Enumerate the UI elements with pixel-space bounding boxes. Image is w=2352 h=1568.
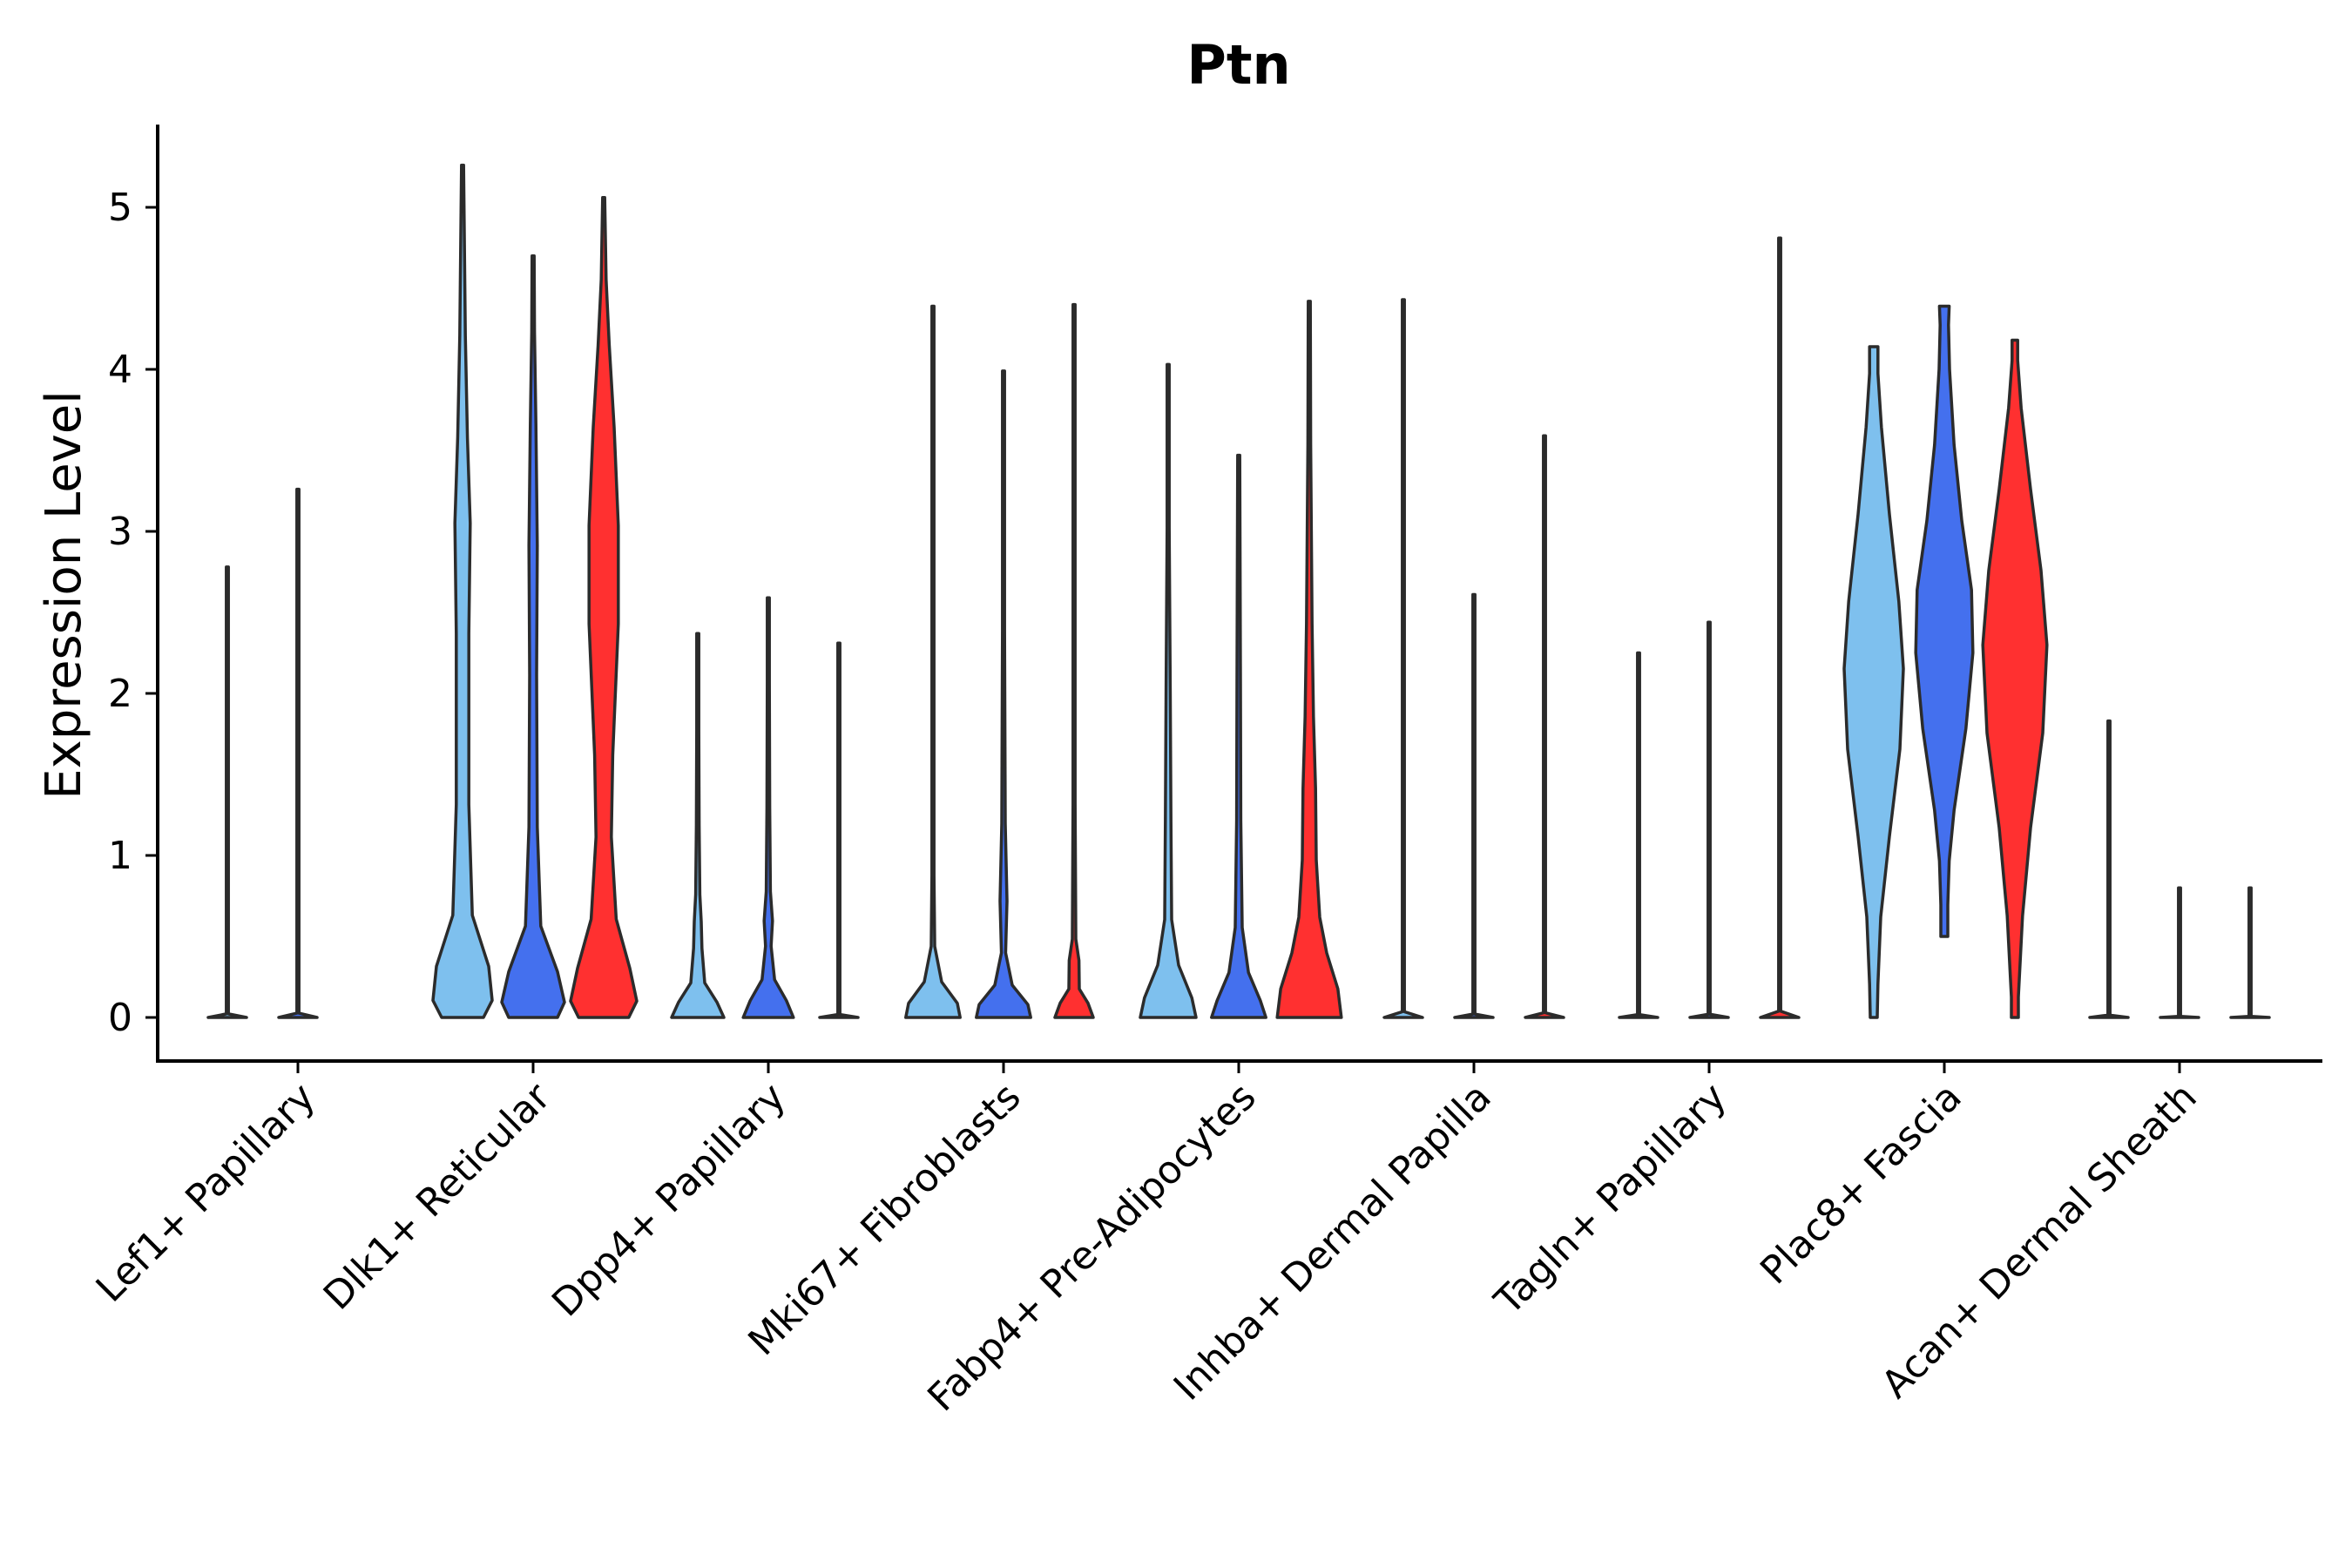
violin-dlk1-reticular-group-1 [431,163,494,1019]
y-tick-label: 3 [108,510,132,554]
x-tick-label: Tagln+ Papillary [1486,1075,1735,1324]
x-tick-label: Dpp4+ Papillary [544,1075,794,1326]
violin-inhba-dermal-papilla-group-2 [1453,592,1495,1019]
violin-fabp4-pre-adipocytes-group-3 [1275,300,1343,1019]
y-tick-label: 5 [108,186,132,230]
violin-plac8-fascia-group-3 [1981,338,2049,1019]
violin-dpp4-papillary-group-2 [741,596,795,1019]
chart-title: Ptn [1186,33,1290,97]
violin-inhba-dermal-papilla-group-1 [1382,298,1424,1019]
violin-plac8-fascia-group-2 [1914,304,1975,938]
violin-acan-dermal-sheath-group-3 [2229,886,2271,1019]
y-tick-label: 0 [108,996,132,1040]
y-ticks: 0 1 2 3 4 5 [108,186,158,1040]
violin-dlk1-reticular-group-3 [569,196,639,1019]
violin-dpp4-papillary-group-1 [670,632,726,1019]
y-axis-label: Expression Level [36,390,92,800]
violin-acan-dermal-sheath-group-1 [2088,719,2130,1019]
violin-plac8-fascia-group-1 [1842,345,1905,1019]
violin-mki67-fibroblasts-group-2 [975,369,1032,1019]
violin-lef1-papillary-group-2 [277,487,319,1019]
x-tick-label: Lef1+ Papillary [88,1075,324,1311]
violin-layer [206,163,2271,1019]
violin-fabp4-pre-adipocytes-group-2 [1210,453,1267,1019]
violin-tagln-papillary-group-2 [1688,620,1730,1019]
violin-lef1-papillary-group-1 [206,565,248,1019]
violin-tagln-papillary-group-3 [1759,236,1801,1019]
x-tick-label: Plac8+ Fascia [1752,1075,1970,1294]
violin-dlk1-reticular-group-2 [500,254,566,1019]
y-tick-label: 1 [108,834,132,878]
violin-fabp4-pre-adipocytes-group-1 [1139,362,1198,1019]
violin-mki67-fibroblasts-group-3 [1053,302,1095,1019]
violin-acan-dermal-sheath-group-2 [2159,886,2200,1019]
violin-dpp4-papillary-group-3 [818,641,860,1019]
violin-tagln-papillary-group-1 [1618,651,1659,1019]
violin-mki67-fibroblasts-group-1 [904,304,962,1019]
y-tick-label: 2 [108,672,132,716]
x-tick-label: Dlk1+ Reticular [315,1074,560,1319]
y-tick-label: 4 [108,348,132,392]
violin-inhba-dermal-papilla-group-3 [1524,434,1565,1019]
